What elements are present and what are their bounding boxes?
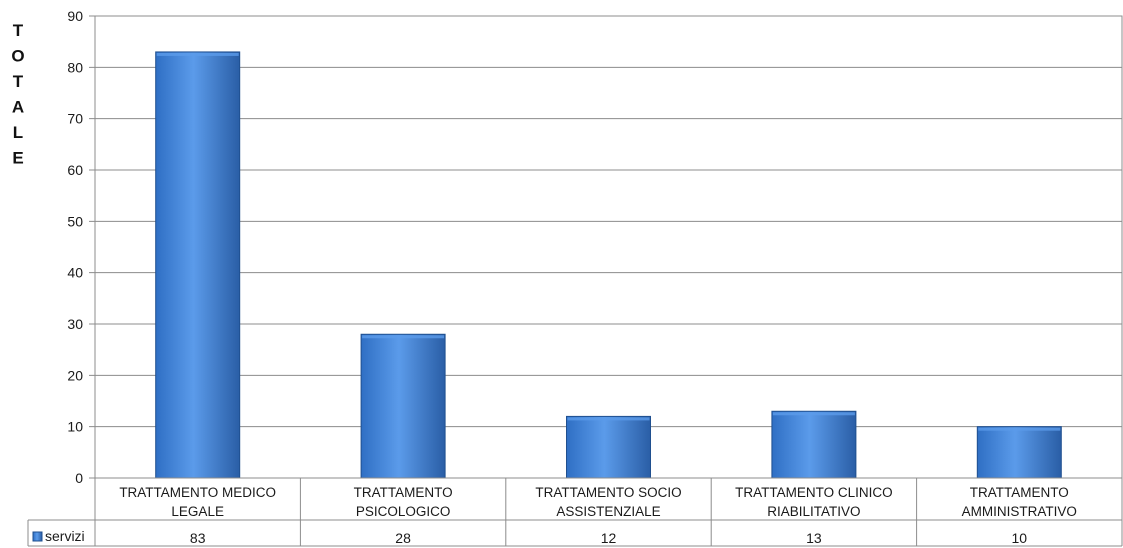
bar-top-highlight bbox=[362, 335, 445, 339]
data-label: 12 bbox=[601, 530, 617, 546]
bar-top-highlight bbox=[156, 52, 239, 56]
bar bbox=[976, 426, 1062, 479]
y-tick-label: 20 bbox=[67, 367, 83, 383]
bar bbox=[155, 51, 241, 479]
data-label: 28 bbox=[395, 530, 411, 546]
legend-label: servizi bbox=[45, 528, 85, 544]
y-tick-label: 30 bbox=[67, 316, 83, 332]
bar-top-highlight bbox=[567, 417, 650, 421]
x-tick-label: TRATTAMENTO PSICOLOGICO bbox=[354, 485, 453, 519]
legend-key bbox=[32, 531, 43, 542]
data-label: 13 bbox=[806, 530, 822, 546]
x-tick-label: TRATTAMENTO CLINICO RIABILITATIVO bbox=[735, 485, 893, 519]
gridlines bbox=[89, 15, 1123, 546]
bar-top-highlight bbox=[772, 412, 855, 416]
plot-frame bbox=[94, 15, 1123, 546]
x-tick-label: TRATTAMENTO AMMINISTRATIVO bbox=[962, 485, 1077, 519]
y-tick-label: 0 bbox=[75, 470, 83, 486]
data-table: TRATTAMENTO MEDICO LEGALE TRATTAMENTO PSICO… bbox=[27, 477, 1123, 547]
y-tick-label: 70 bbox=[67, 111, 83, 127]
y-tick-label: 10 bbox=[67, 419, 83, 435]
bar bbox=[566, 415, 651, 479]
data-label: 83 bbox=[190, 530, 206, 546]
x-tick-label: TRATTAMENTO SOCIO ASSISTENZIALE bbox=[535, 485, 681, 519]
bar bbox=[771, 410, 857, 479]
data-label: 10 bbox=[1012, 530, 1028, 546]
bar bbox=[360, 333, 446, 479]
y-tick-label: 50 bbox=[67, 213, 83, 229]
bars bbox=[155, 51, 1062, 479]
y-tick-label: 80 bbox=[67, 59, 83, 75]
bar-top-highlight bbox=[978, 427, 1061, 431]
y-tick-label: 60 bbox=[67, 162, 83, 178]
y-tick-label: 90 bbox=[67, 8, 83, 24]
y-tick-labels: 0 10 20 30 40 50 60 70 80 90 bbox=[67, 8, 83, 486]
x-tick-label: TRATTAMENTO MEDICO LEGALE bbox=[119, 485, 276, 519]
y-tick-label: 40 bbox=[67, 265, 83, 281]
